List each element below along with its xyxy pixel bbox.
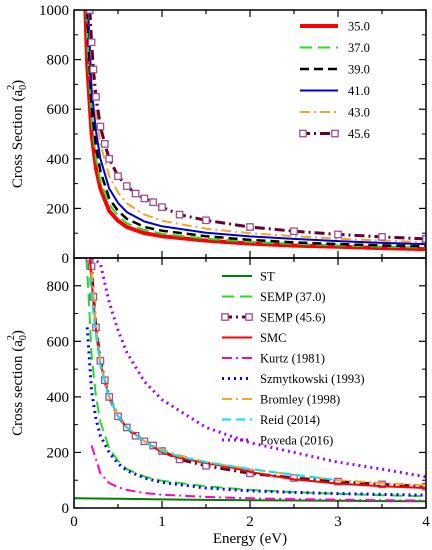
bottom-marker-semp-45-6 xyxy=(378,480,386,489)
top-marker-45-6 xyxy=(100,140,109,148)
top-series-41-0 xyxy=(87,10,426,246)
bottom-legend-marker xyxy=(221,313,229,321)
bottom-x-tick-label: 3 xyxy=(334,514,342,530)
bottom-legend: ST SEMP (37.0) SEMP (45.6) SMC Kurtz (1981) S… xyxy=(221,270,365,448)
top-legend-label: 37.0 xyxy=(348,41,370,55)
top-marker-45-6 xyxy=(378,233,386,241)
bottom-x-tick-label: 1 xyxy=(158,514,166,530)
top-marker-45-6 xyxy=(149,198,158,207)
top-y-tick-label: 400 xyxy=(47,152,70,168)
top-y-tick-label: 1000 xyxy=(39,3,69,19)
top-legend-label: 41.0 xyxy=(348,84,370,98)
bottom-legend-marker xyxy=(245,313,253,321)
x-axis-label: Energy (eV) xyxy=(213,531,287,547)
top-legend-marker xyxy=(299,129,307,138)
top-marker-45-6 xyxy=(140,194,149,203)
top-y-axis-label: Cross Section (a02) xyxy=(6,80,29,188)
top-marker-45-6 xyxy=(122,182,131,190)
top-y-tick-label: 600 xyxy=(47,102,70,118)
bottom-y-tick-label: 800 xyxy=(47,279,70,295)
bottom-marker-semp-45-6 xyxy=(334,477,342,486)
bottom-legend-label: SEMP (45.6) xyxy=(260,311,326,325)
bottom-legend-label: SEMP (37.0) xyxy=(260,290,326,304)
bottom-legend-label: Reid (2014) xyxy=(260,413,320,427)
bottom-x-tick-label: 4 xyxy=(422,514,430,530)
top-marker-45-6 xyxy=(334,230,342,239)
bottom-series-semp-37-0 xyxy=(85,258,426,498)
top-series-43-0 xyxy=(88,10,426,244)
top-plot-frame xyxy=(73,9,427,259)
bottom-legend-label: Kurtz (1981) xyxy=(260,352,325,366)
top-marker-45-6 xyxy=(105,154,114,163)
bottom-legend-label: Szmytkowski (1993) xyxy=(260,372,365,386)
bottom-series-szmytkowski-1993 xyxy=(85,327,426,497)
top-series-35-0 xyxy=(83,10,426,252)
top-legend-label: 43.0 xyxy=(348,106,370,120)
bottom-x-tick-label: 2 xyxy=(246,514,254,530)
bottom-series xyxy=(74,258,426,503)
bottom-x-tick-label: 0 xyxy=(70,514,78,530)
top-series-45-6 xyxy=(88,10,426,241)
top-y-tick-label: 800 xyxy=(47,53,70,69)
top-marker-45-6 xyxy=(202,216,210,225)
bottom-legend-label: Poveda (2016) xyxy=(260,434,333,448)
top-panel: 0 200 400 600 800 1000 Cross Section (a02) 35… xyxy=(6,3,427,267)
top-series-37-0 xyxy=(85,10,426,249)
top-marker-45-6 xyxy=(92,92,100,101)
bottom-y-ticks: 0 200 400 600 800 xyxy=(47,279,426,517)
bottom-series-kurtz-1981 xyxy=(90,445,426,502)
bottom-legend-label: SMC xyxy=(260,331,286,345)
top-legend-label: 35.0 xyxy=(348,20,370,34)
top-legend: 35.0 37.0 39.0 41.0 43.0 45.6 xyxy=(299,20,370,141)
bottom-legend-label: ST xyxy=(260,270,275,284)
top-legend-marker xyxy=(331,129,339,138)
bottom-y-tick-label: 200 xyxy=(47,445,70,461)
bottom-x-ticks: 0 1 2 3 4 xyxy=(70,258,430,530)
top-y-tick-label: 0 xyxy=(62,251,70,267)
top-y-ticks: 0 200 400 600 800 1000 xyxy=(39,3,427,267)
top-marker-45-6 xyxy=(131,189,140,198)
top-marker-45-6 xyxy=(87,38,96,47)
bottom-series-reid-2014 xyxy=(88,277,339,482)
bottom-y-tick-label: 0 xyxy=(62,501,70,517)
top-y-tick-label: 200 xyxy=(47,201,70,217)
bottom-y-tick-label: 600 xyxy=(47,334,70,350)
top-marker-45-6 xyxy=(96,122,105,131)
top-marker-45-6 xyxy=(290,227,298,236)
bottom-y-axis-label: Cross section (a02) xyxy=(6,330,29,436)
top-marker-45-6 xyxy=(246,223,254,231)
top-marker-45-6 xyxy=(175,210,184,219)
bottom-y-tick-label: 400 xyxy=(47,390,70,406)
top-marker-45-6 xyxy=(158,203,166,212)
top-marker-45-6 xyxy=(89,65,98,74)
bottom-series-poveda-2016 xyxy=(90,258,426,479)
top-series-39-0 xyxy=(85,10,426,248)
bottom-legend-label: Bromley (1998) xyxy=(260,393,340,407)
top-series xyxy=(83,10,426,252)
top-legend-label: 39.0 xyxy=(348,63,370,77)
top-marker-45-6 xyxy=(114,172,122,181)
top-legend-label: 45.6 xyxy=(348,127,370,141)
